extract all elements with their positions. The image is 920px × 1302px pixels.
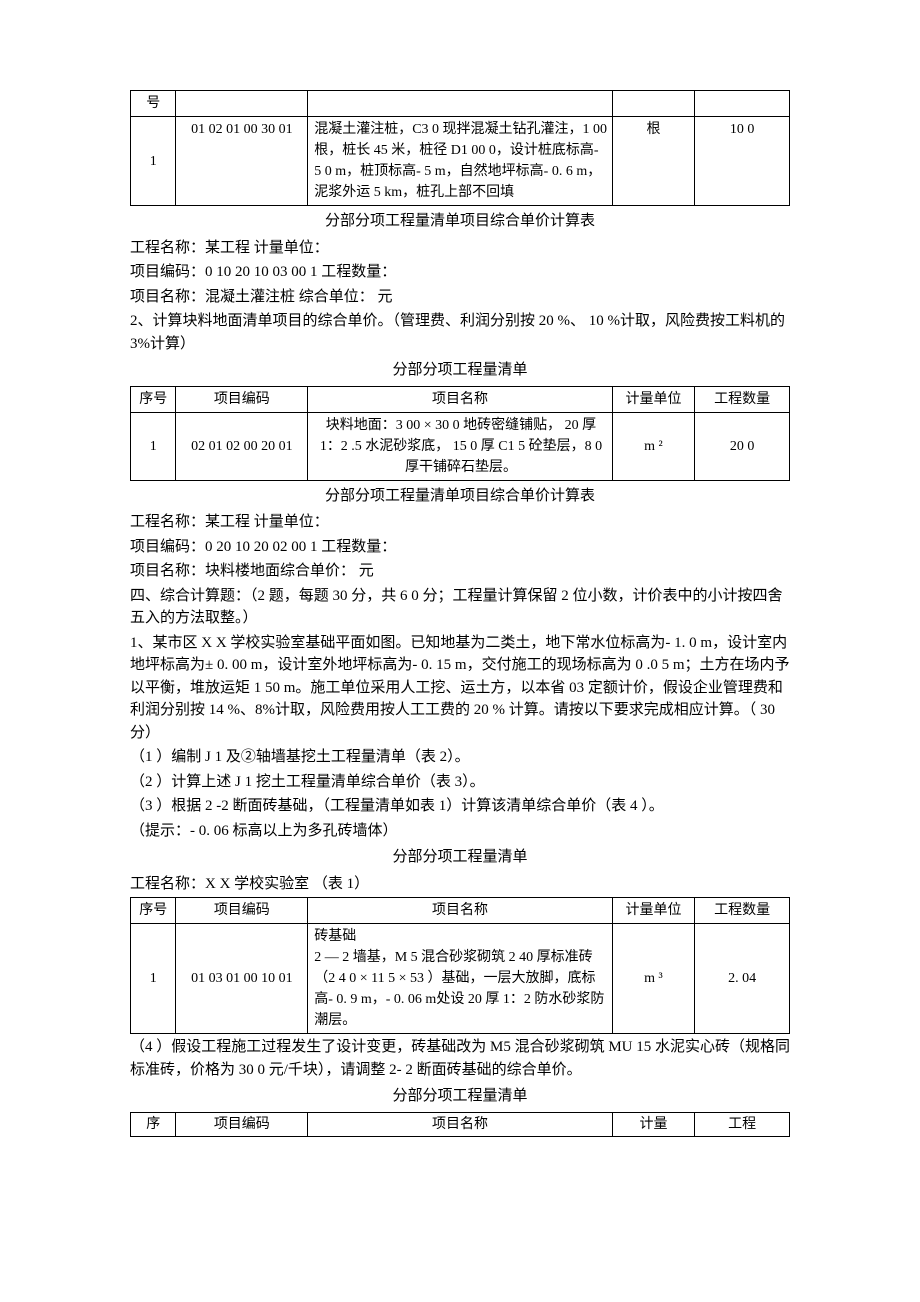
text-line: 工程名称：某工程 计量单位： xyxy=(130,511,790,534)
text-item: （2 ）计算上述 J 1 挖土工程量清单综合单价（表 3）。 xyxy=(130,771,790,794)
table-4: 序 项目编码 项目名称 计量 工程 xyxy=(130,1112,790,1137)
cell-seq-header-part: 号 xyxy=(131,91,176,117)
cell-seq: 1 xyxy=(131,412,176,480)
table-row: 号 xyxy=(131,91,790,117)
cell-qty: 10 0 xyxy=(695,117,790,206)
th-unit: 计量单位 xyxy=(612,386,694,412)
cell-code: 01 02 01 00 30 01 xyxy=(176,117,308,206)
th-code: 项目编码 xyxy=(176,1112,308,1136)
cell-empty xyxy=(176,91,308,117)
list-title: 分部分项工程量清单 xyxy=(130,846,790,869)
cell-name: 块料地面：3 00 × 30 0 地砖密缝铺贴， 20 厚 1：2 .5 水泥砂… xyxy=(308,412,613,480)
text-line: 项目名称：混凝土灌注桩 综合单位： 元 xyxy=(130,286,790,309)
cell-seq: 1 xyxy=(131,117,176,206)
th-name: 项目名称 xyxy=(308,1112,613,1136)
list-title: 分部分项工程量清单 xyxy=(130,1085,790,1108)
text-line: 项目名称：块料楼地面综合单价： 元 xyxy=(130,560,790,583)
text-line: 项目编码：0 20 10 20 02 00 1 工程数量： xyxy=(130,536,790,559)
th-unit: 计量 xyxy=(612,1112,694,1136)
table-3: 序号 项目编码 项目名称 计量单位 工程数量 1 01 03 01 00 10 … xyxy=(130,897,790,1034)
th-qty: 工程 xyxy=(695,1112,790,1136)
text-item: （3 ）根据 2 -2 断面砖基础，（工程量清单如表 1）计算该清单综合单价（表… xyxy=(130,795,790,818)
th-qty: 工程数量 xyxy=(695,898,790,924)
th-qty: 工程数量 xyxy=(695,386,790,412)
cell-unit: m ² xyxy=(612,412,694,480)
table-header-row: 序 项目编码 项目名称 计量 工程 xyxy=(131,1112,790,1136)
cell-unit: m ³ xyxy=(612,924,694,1034)
text-line: 项目编码：0 10 20 10 03 00 1 工程数量： xyxy=(130,261,790,284)
text-para: 2、计算块料地面清单项目的综合单价。（管理费、利润分别按 20 %、 10 %计… xyxy=(130,310,790,355)
th-seq: 序号 xyxy=(131,898,176,924)
th-seq: 序 xyxy=(131,1112,176,1136)
text-para: 四、综合计算题：（2 题，每题 30 分，共 6 0 分；工程量计算保留 2 位… xyxy=(130,585,790,630)
section-title: 分部分项工程量清单项目综合单价计算表 xyxy=(130,210,790,233)
list-title: 分部分项工程量清单 xyxy=(130,359,790,382)
table-row: 1 01 02 01 00 30 01 混凝土灌注桩，C3 0 现拌混凝土钻孔灌… xyxy=(131,117,790,206)
section-title: 分部分项工程量清单项目综合单价计算表 xyxy=(130,485,790,508)
th-unit: 计量单位 xyxy=(612,898,694,924)
cell-seq: 1 xyxy=(131,924,176,1034)
cell-empty xyxy=(308,91,613,117)
th-code: 项目编码 xyxy=(176,898,308,924)
table-header-row: 序号 项目编码 项目名称 计量单位 工程数量 xyxy=(131,898,790,924)
text-para: 1、某市区 X X 学校实验室基础平面如图。已知地基为二类土，地下常水位标高为-… xyxy=(130,632,790,745)
cell-qty: 20 0 xyxy=(695,412,790,480)
th-name: 项目名称 xyxy=(308,386,613,412)
text-para: （4 ）假设工程施工过程发生了设计变更，砖基础改为 M5 混合砂浆砌筑 MU 1… xyxy=(130,1036,790,1081)
text-line: 工程名称：X X 学校实验室 （表 1） xyxy=(130,873,790,896)
cell-empty xyxy=(612,91,694,117)
cell-name: 混凝土灌注桩，C3 0 现拌混凝土钻孔灌注，1 00 根，桩长 45 米，桩径 … xyxy=(308,117,613,206)
cell-code: 02 01 02 00 20 01 xyxy=(176,412,308,480)
cell-name: 砖基础 2 — 2 墙基，M 5 混合砂浆砌筑 2 40 厚标准砖（2 4 0 … xyxy=(308,924,613,1034)
table-header-row: 序号 项目编码 项目名称 计量单位 工程数量 xyxy=(131,386,790,412)
cell-code: 01 03 01 00 10 01 xyxy=(176,924,308,1034)
table-continuation-1: 号 1 01 02 01 00 30 01 混凝土灌注桩，C3 0 现拌混凝土钻… xyxy=(130,90,790,206)
cell-unit: 根 xyxy=(612,117,694,206)
table-row: 1 02 01 02 00 20 01 块料地面：3 00 × 30 0 地砖密… xyxy=(131,412,790,480)
text-item: （提示：- 0. 06 标高以上为多孔砖墙体） xyxy=(130,820,790,843)
table-2: 序号 项目编码 项目名称 计量单位 工程数量 1 02 01 02 00 20 … xyxy=(130,386,790,481)
cell-qty: 2. 04 xyxy=(695,924,790,1034)
text-item: （1 ）编制 J 1 及②轴墙基挖土工程量清单（表 2）。 xyxy=(130,746,790,769)
th-seq: 序号 xyxy=(131,386,176,412)
table-row: 1 01 03 01 00 10 01 砖基础 2 — 2 墙基，M 5 混合砂… xyxy=(131,924,790,1034)
text-line: 工程名称：某工程 计量单位： xyxy=(130,237,790,260)
th-name: 项目名称 xyxy=(308,898,613,924)
cell-empty xyxy=(695,91,790,117)
th-code: 项目编码 xyxy=(176,386,308,412)
